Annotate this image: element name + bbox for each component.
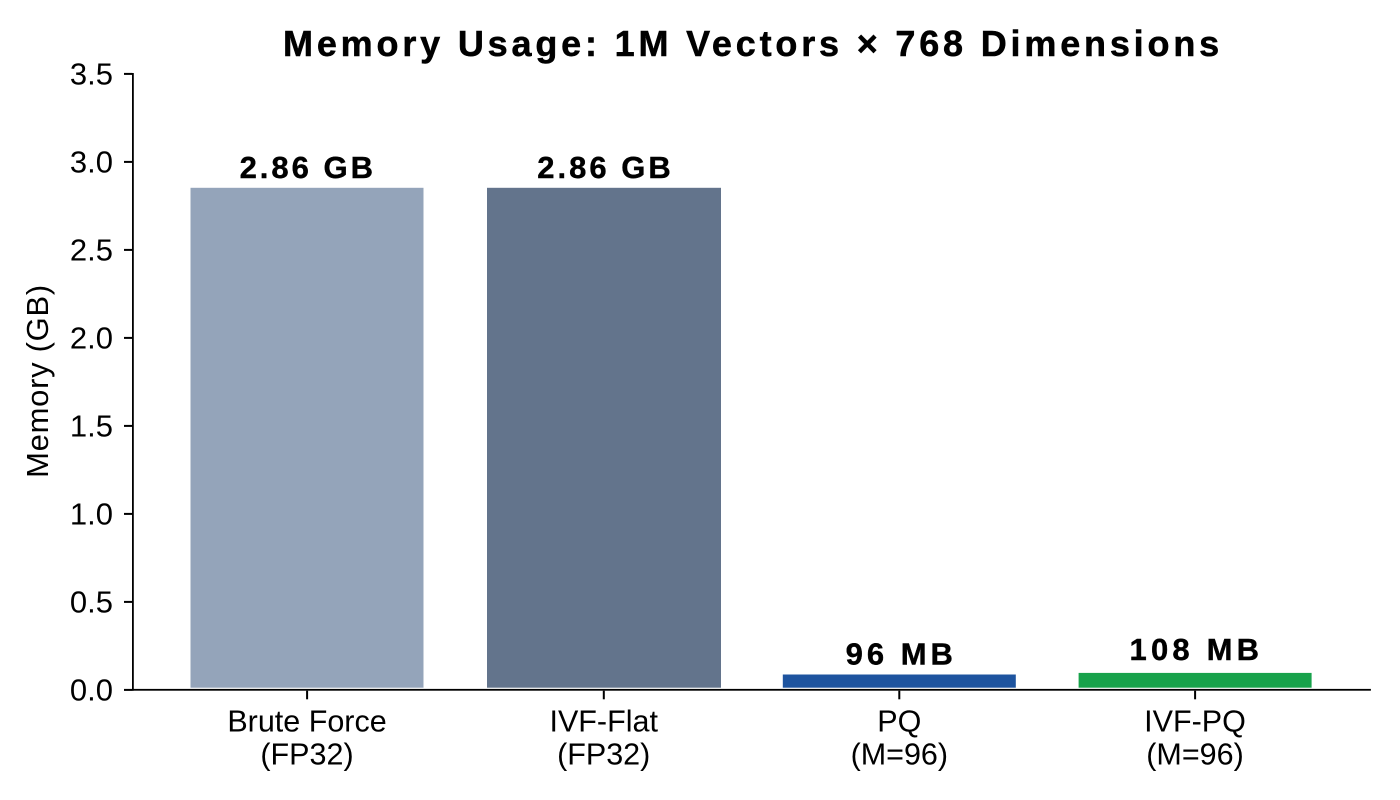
svg-text:1.0: 1.0 bbox=[70, 497, 113, 532]
svg-text:108 MB: 108 MB bbox=[1130, 632, 1264, 667]
svg-text:2.86 GB: 2.86 GB bbox=[537, 150, 673, 185]
svg-text:(M=96): (M=96) bbox=[1146, 737, 1243, 771]
svg-text:(FP32): (FP32) bbox=[557, 737, 650, 771]
svg-text:IVF-Flat: IVF-Flat bbox=[549, 705, 658, 739]
svg-text:0.0: 0.0 bbox=[70, 673, 113, 708]
svg-text:2.5: 2.5 bbox=[70, 233, 113, 268]
svg-text:PQ: PQ bbox=[877, 705, 921, 739]
svg-text:96 MB: 96 MB bbox=[846, 637, 957, 672]
svg-text:3.5: 3.5 bbox=[70, 57, 113, 92]
svg-text:Memory Usage: 1M Vectors × 768: Memory Usage: 1M Vectors × 768 Dimension… bbox=[283, 23, 1223, 64]
svg-text:Brute Force: Brute Force bbox=[227, 705, 386, 739]
svg-text:IVF-PQ: IVF-PQ bbox=[1144, 705, 1246, 739]
svg-text:1.5: 1.5 bbox=[70, 409, 113, 444]
svg-text:(M=96): (M=96) bbox=[851, 737, 948, 771]
svg-text:3.0: 3.0 bbox=[70, 145, 113, 180]
svg-text:0.5: 0.5 bbox=[70, 585, 113, 620]
svg-text:Memory (GB): Memory (GB) bbox=[20, 284, 55, 478]
svg-text:2.86 GB: 2.86 GB bbox=[240, 150, 376, 185]
svg-text:(FP32): (FP32) bbox=[260, 737, 353, 771]
svg-text:2.0: 2.0 bbox=[70, 321, 113, 356]
